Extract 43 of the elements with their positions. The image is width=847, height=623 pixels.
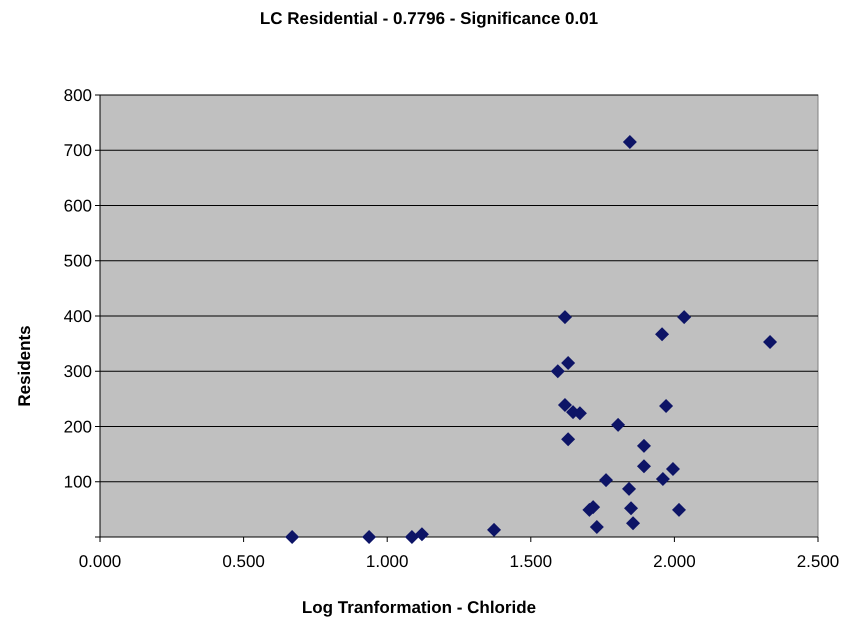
point xyxy=(599,473,614,488)
point xyxy=(659,399,674,414)
x-tick-label: 0.500 xyxy=(222,552,265,571)
point xyxy=(362,530,376,544)
x-tick-label: 0.000 xyxy=(78,552,122,571)
y-tick-label: 700 xyxy=(64,141,92,160)
point xyxy=(666,462,680,476)
point xyxy=(655,327,670,342)
x-tick-label: 1.000 xyxy=(366,552,408,571)
point xyxy=(558,398,572,412)
point xyxy=(590,520,604,534)
y-tick-label: 800 xyxy=(64,86,92,105)
point xyxy=(561,356,576,370)
y-tick-label: 600 xyxy=(64,196,92,216)
point xyxy=(611,418,626,432)
point xyxy=(550,364,565,378)
y-tick-label: 300 xyxy=(64,362,92,382)
point xyxy=(672,502,686,517)
point xyxy=(763,334,778,349)
x-tick-label: 2.000 xyxy=(653,552,696,571)
x-tick-label: 1.500 xyxy=(510,552,552,571)
point xyxy=(636,438,651,453)
point xyxy=(561,432,576,446)
y-tick-label: 200 xyxy=(64,417,92,436)
y-axis-title: Residents xyxy=(15,325,34,407)
point xyxy=(677,310,692,324)
point xyxy=(285,530,300,544)
point xyxy=(558,310,572,324)
point xyxy=(622,482,636,496)
point xyxy=(622,134,637,149)
y-tick-label: 100 xyxy=(64,472,92,492)
x-axis-title: Log Tranformation - Chloride xyxy=(302,598,536,617)
point xyxy=(626,516,640,530)
x-tick-label: 2.500 xyxy=(796,552,840,571)
y-tick-label: 500 xyxy=(64,252,92,271)
point xyxy=(656,472,670,486)
y-tick-label: 400 xyxy=(64,306,92,326)
chart-title: LC Residential - 0.7796 - Significance 0.01 xyxy=(260,9,598,28)
point xyxy=(487,522,502,537)
point xyxy=(624,501,638,516)
point xyxy=(636,459,651,474)
point xyxy=(414,527,429,542)
point xyxy=(404,530,419,544)
